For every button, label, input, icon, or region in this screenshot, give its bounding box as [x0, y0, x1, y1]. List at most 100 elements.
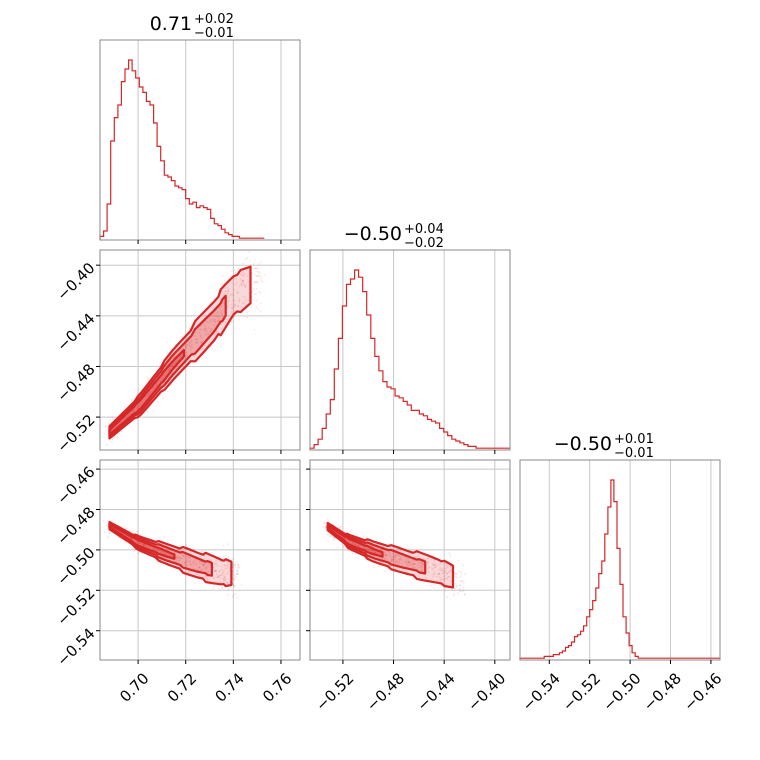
sample-point — [426, 558, 428, 560]
sample-point — [179, 558, 182, 560]
sample-point — [222, 578, 225, 580]
sample-point — [406, 563, 409, 566]
sample-point — [147, 377, 149, 380]
sample-point — [159, 380, 162, 382]
sample-point — [419, 563, 422, 566]
sample-point — [181, 557, 184, 559]
parameter-title-upper-error: +0.01 — [614, 432, 654, 447]
sample-point — [223, 576, 226, 578]
sample-point — [443, 579, 446, 581]
sample-point — [227, 305, 229, 307]
sample-point — [220, 282, 223, 285]
sample-point — [260, 277, 262, 280]
sample-point — [220, 323, 223, 325]
sample-point — [439, 557, 442, 560]
sample-point — [439, 562, 442, 564]
contour-line-level-2 — [108, 294, 227, 438]
sample-point — [133, 410, 135, 413]
sample-point — [463, 593, 466, 595]
sample-point — [400, 562, 403, 565]
sample-point — [151, 547, 154, 550]
sample-point — [330, 534, 332, 536]
sample-point — [392, 556, 394, 558]
sample-point — [196, 573, 199, 575]
sample-point — [341, 543, 343, 545]
sample-point — [448, 570, 451, 573]
sample-point — [186, 559, 189, 562]
sample-point — [176, 556, 179, 559]
sample-point — [432, 563, 434, 566]
histogram-step-line — [99, 59, 265, 240]
sample-point — [240, 283, 243, 286]
sample-point — [203, 327, 206, 330]
sample-point — [199, 334, 202, 337]
sample-point — [223, 555, 226, 558]
sample-point — [251, 290, 254, 293]
sample-point — [324, 521, 327, 523]
sample-point — [136, 532, 139, 535]
sample-point — [178, 556, 181, 559]
sample-point — [352, 552, 354, 555]
sample-point — [133, 550, 136, 553]
sample-point — [449, 565, 452, 568]
sample-point — [234, 563, 236, 566]
sample-point — [223, 575, 226, 577]
sample-point — [393, 562, 396, 564]
sample-point — [206, 578, 209, 581]
sample-point — [206, 330, 209, 333]
sample-point — [232, 562, 235, 565]
sample-point — [226, 561, 229, 563]
sample-point — [442, 578, 445, 581]
sample-point — [226, 573, 229, 575]
sample-point — [455, 572, 457, 575]
sample-point — [255, 267, 258, 270]
sample-point — [421, 563, 424, 565]
contour-line-level-1 — [108, 520, 233, 588]
sample-point — [408, 561, 410, 563]
sample-point — [233, 584, 236, 587]
sample-point — [260, 279, 263, 282]
sample-point — [142, 543, 144, 546]
sample-point — [435, 575, 438, 578]
sample-point — [193, 561, 195, 564]
sample-point — [437, 573, 440, 576]
sample-point — [203, 575, 206, 578]
x-tick-label: −0.48 — [640, 669, 685, 714]
sample-point — [393, 557, 396, 559]
sample-point — [423, 557, 426, 560]
sample-point — [242, 271, 244, 274]
sample-point — [257, 270, 260, 273]
sample-point — [137, 541, 140, 544]
sample-point — [219, 306, 221, 309]
sample-point — [116, 436, 119, 438]
sample-point — [242, 279, 244, 282]
sample-point — [253, 267, 255, 270]
sample-point — [109, 418, 112, 421]
sample-point — [203, 563, 206, 566]
sample-point — [192, 567, 195, 570]
sample-point — [400, 559, 403, 562]
sample-point — [242, 275, 245, 278]
sample-point — [184, 563, 187, 565]
sample-point — [223, 569, 225, 572]
sample-point — [391, 558, 393, 561]
sample-point — [357, 544, 360, 546]
x-tick-label: 0.74 — [211, 669, 247, 705]
sample-point — [230, 270, 233, 273]
sample-point — [140, 543, 143, 545]
sample-point — [241, 279, 244, 282]
sample-point — [418, 574, 421, 577]
sample-point — [231, 595, 234, 598]
sample-point — [220, 312, 223, 315]
sample-point — [254, 280, 257, 283]
contour-line-level-1 — [108, 265, 252, 440]
sample-point — [459, 584, 461, 587]
sample-point — [173, 355, 176, 358]
sample-point — [224, 564, 226, 567]
sample-point — [213, 577, 215, 580]
sample-point — [226, 543, 229, 546]
sample-point — [255, 267, 257, 270]
sample-point — [368, 548, 371, 551]
sample-point — [454, 588, 457, 590]
sample-point — [188, 556, 191, 558]
